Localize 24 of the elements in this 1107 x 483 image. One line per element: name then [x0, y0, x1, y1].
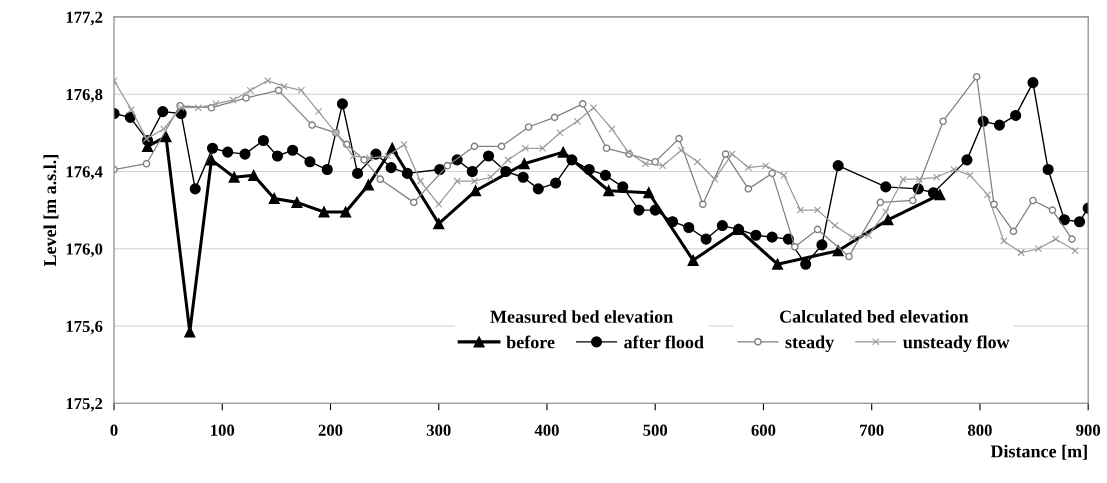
- x-tick-label: 900: [1076, 424, 1101, 436]
- x-tick-label: 600: [751, 424, 776, 436]
- y-axis-title: Level [m a.s.l.]: [43, 155, 59, 267]
- y-tick-label: 177,2: [66, 11, 103, 26]
- legend-label: steady: [785, 335, 835, 353]
- legend-label: after flood: [624, 335, 704, 349]
- x-tick-label: 400: [534, 424, 559, 436]
- x-tick-label: 700: [860, 424, 884, 436]
- legend-label: before: [506, 335, 555, 349]
- x-tick-label: 300: [426, 424, 451, 436]
- y-tick-label: 176,8: [66, 88, 103, 103]
- text: Measured bed elevation: [490, 310, 673, 323]
- x-tick-label: 500: [643, 424, 668, 436]
- text: Calculated bed elevation: [779, 310, 969, 323]
- x-tick-label: 100: [211, 424, 235, 436]
- legend-label: unsteady flow: [903, 335, 1010, 353]
- y-tick-label: 175,6: [66, 320, 103, 335]
- x-axis-title: Distance [m]: [990, 444, 1087, 460]
- y-tick-label: 176,4: [66, 166, 103, 180]
- y-tick-label: 175,2: [66, 398, 103, 412]
- x-tick-label: 200: [318, 424, 343, 436]
- x-tick-label: 0: [110, 424, 118, 436]
- x-tick-label: 800: [968, 424, 992, 436]
- y-tick-label: 176,0: [66, 243, 103, 258]
